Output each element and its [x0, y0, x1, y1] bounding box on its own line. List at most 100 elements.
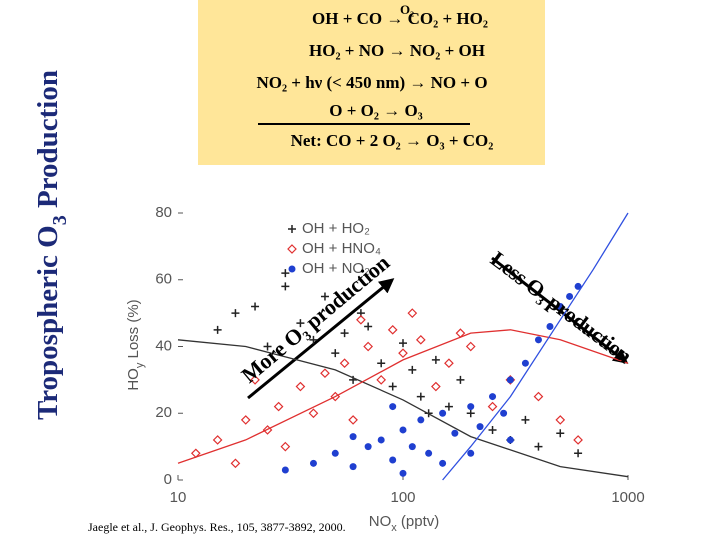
point	[331, 349, 340, 358]
point	[407, 308, 418, 318]
y-axis-label-part: HO	[125, 368, 142, 391]
point	[281, 269, 290, 278]
point	[251, 302, 260, 311]
y-axis-label-part: y	[134, 362, 146, 368]
point	[320, 368, 330, 379]
point	[309, 459, 317, 467]
legend-marker	[288, 225, 296, 233]
x-tick-label: 1000	[611, 489, 644, 506]
point	[398, 348, 408, 359]
point	[476, 423, 484, 431]
arrow	[247, 278, 395, 400]
slide-title: Tropospheric O3 Production	[32, 70, 71, 420]
point	[387, 324, 398, 335]
point	[444, 402, 453, 411]
point	[444, 358, 454, 369]
point	[296, 319, 305, 328]
point	[273, 401, 284, 412]
point	[425, 449, 433, 457]
point	[521, 415, 530, 424]
point	[308, 408, 319, 419]
point	[263, 342, 272, 351]
point	[467, 403, 475, 411]
citation: Jaegle et al., J. Geophys. Res., 105, 38…	[88, 520, 346, 534]
point	[573, 435, 583, 445]
point	[280, 441, 291, 452]
x-tick-label: 100	[390, 489, 415, 506]
point	[556, 302, 564, 310]
point	[487, 401, 498, 412]
point	[399, 426, 407, 434]
point	[415, 334, 426, 345]
point	[408, 443, 416, 451]
point	[250, 375, 260, 385]
point	[213, 325, 222, 334]
reaction: OH + CO → CO₂ + HO₂	[312, 9, 488, 28]
plot: 0 20 40 60 80 10 100 1000 OH + HO₂ OH + HNO₄ OH + …	[155, 204, 644, 506]
point	[231, 309, 240, 318]
point	[240, 415, 251, 425]
reaction: HO₂ + NO → NO₂ + OH	[309, 41, 485, 60]
y-tick-label: 80	[155, 204, 172, 221]
point	[451, 429, 459, 437]
point	[377, 436, 385, 444]
point	[399, 469, 407, 477]
point	[340, 329, 349, 338]
point	[574, 449, 583, 458]
point	[281, 466, 289, 474]
slide-title-part: Tropospheric O	[32, 225, 64, 420]
reaction: O + O₂ → O₃	[329, 101, 423, 120]
point	[521, 359, 529, 367]
point	[555, 415, 566, 425]
point	[320, 292, 329, 301]
point	[556, 429, 565, 438]
point	[281, 282, 290, 291]
arrow	[491, 256, 629, 364]
legend-label: OH + HNO₄	[302, 240, 381, 257]
point	[546, 322, 554, 330]
point	[439, 459, 447, 467]
model-curve	[177, 329, 629, 464]
point	[230, 458, 241, 469]
point	[456, 375, 465, 384]
y-axis-label: HOy Loss (%)	[125, 299, 146, 390]
point	[408, 365, 417, 374]
point	[431, 381, 441, 392]
y-tick-label: 40	[155, 337, 172, 354]
model-curve	[177, 339, 629, 478]
point	[416, 392, 425, 401]
y-tick-label: 60	[155, 271, 172, 288]
point	[533, 391, 544, 402]
legend-label: OH + HO₂	[302, 220, 370, 237]
point	[439, 409, 447, 417]
point	[388, 382, 397, 391]
point	[488, 425, 497, 434]
point	[506, 436, 514, 444]
point	[376, 375, 387, 385]
point	[295, 381, 306, 392]
point	[377, 359, 386, 368]
point	[431, 355, 440, 364]
reaction: NO₂ + hν (< 450 nm) → NO + O	[256, 73, 487, 92]
point	[467, 449, 475, 457]
point	[489, 393, 497, 401]
point	[534, 336, 542, 344]
point	[364, 443, 372, 451]
point	[356, 314, 366, 325]
point	[348, 415, 358, 425]
point	[566, 292, 574, 300]
x-axis-label-part: NO	[369, 513, 392, 530]
legend-label: OH + NO₂	[302, 260, 370, 277]
x-axis-label-part: (pptv)	[397, 513, 440, 530]
point	[506, 376, 514, 384]
point	[466, 409, 475, 418]
slide-title-part: Production	[32, 70, 64, 215]
model-curve	[442, 212, 629, 481]
y-tick-label: 0	[164, 471, 172, 488]
point	[363, 341, 373, 352]
reaction-box	[198, 0, 545, 165]
point	[349, 433, 357, 441]
point	[574, 282, 582, 290]
x-axis-label: NOx (pptv)	[369, 513, 440, 534]
